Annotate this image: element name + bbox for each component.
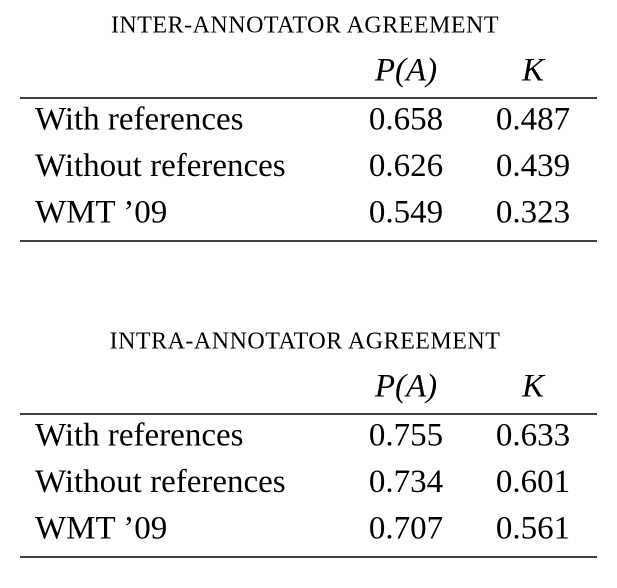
cell-value: 0.439: [496, 148, 570, 184]
cell-value: 0.633: [496, 418, 570, 454]
cell-value: 0.487: [496, 102, 570, 138]
cell-value: 0.601: [496, 464, 570, 500]
row-label: WMT ’09: [35, 195, 167, 231]
column-header: K: [521, 53, 546, 89]
table-title: INTRA-ANNOTATOR AGREEMENT: [110, 329, 501, 355]
cell-value: 0.323: [496, 195, 570, 231]
cell-value: 0.658: [369, 102, 443, 138]
cell-value: 0.626: [369, 148, 443, 184]
column-header: K: [521, 369, 546, 405]
cell-value: 0.561: [496, 511, 570, 547]
cell-value: 0.549: [369, 195, 443, 231]
table-title: INTER-ANNOTATOR AGREEMENT: [111, 13, 499, 39]
row-label: Without references: [35, 464, 286, 500]
cell-value: 0.707: [369, 511, 443, 547]
row-label: Without references: [35, 148, 286, 184]
column-header: P(A): [374, 369, 437, 405]
row-label: With references: [35, 418, 243, 454]
column-header: P(A): [374, 53, 437, 89]
cell-value: 0.755: [369, 418, 443, 454]
cell-value: 0.734: [369, 464, 443, 500]
row-label: WMT ’09: [35, 511, 167, 547]
row-label: With references: [35, 102, 243, 138]
